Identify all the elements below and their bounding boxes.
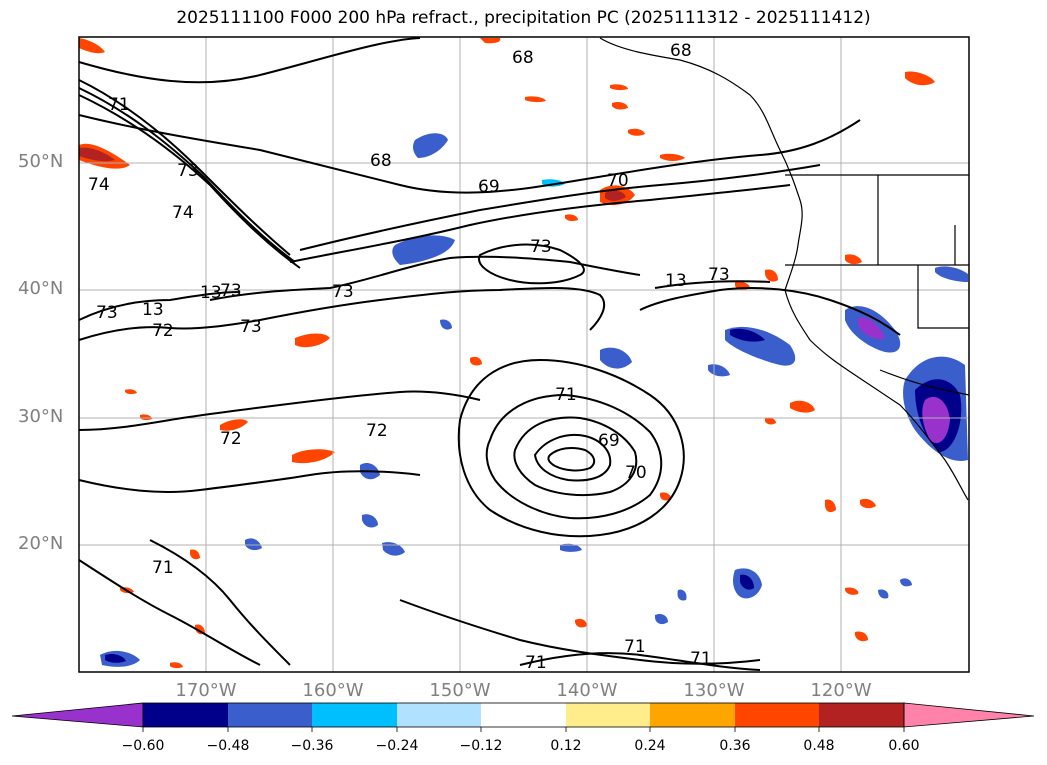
contour-label: 69 [478, 177, 500, 197]
map-frame [78, 36, 970, 673]
contour-label: 73 [240, 317, 262, 337]
lon-label: 150°W [429, 680, 491, 701]
contour-label: 71 [555, 385, 577, 405]
colorbar-tick-label: 0.48 [803, 738, 835, 754]
map-title: 2025111100 F000 200 hPa refract., precip… [176, 8, 871, 28]
refractivity-contours [78, 37, 901, 671]
colorbar-bin [735, 703, 819, 727]
contour-label: 72 [366, 421, 388, 441]
colorbar-bin [312, 703, 397, 727]
lon-label: 120°W [810, 680, 872, 701]
colorbar-tick-label: −0.60 [121, 738, 165, 754]
graticule [79, 37, 969, 672]
colorbar-bin [228, 703, 312, 727]
contour-label: 71 [152, 558, 174, 578]
coastlines [599, 37, 970, 501]
contour-label: 71 [525, 653, 547, 673]
lon-label: 140°W [556, 680, 618, 701]
lat-label: 20°N [18, 533, 64, 554]
contour-label: 71 [108, 95, 130, 115]
colorbar-tick-label: 0.60 [888, 738, 920, 754]
lat-label: 30°N [18, 406, 64, 427]
colorbar-bin [481, 703, 566, 727]
contour-label: 71 [690, 649, 712, 669]
lon-label: 170°W [175, 680, 237, 701]
colorbar-tick-label: −0.24 [375, 738, 419, 754]
contour-label: 73 [708, 265, 730, 285]
contour-label: 13 [665, 271, 687, 291]
contour-label: 13 [142, 300, 164, 320]
contour-label: 68 [670, 41, 692, 61]
contour-label: 13 [200, 283, 222, 303]
contour-label: 73 [96, 303, 118, 323]
contour-label: 69 [598, 431, 620, 451]
colorbar-tick-label: 0.12 [550, 738, 582, 754]
colorbar-high-extend [903, 702, 1035, 728]
lat-label: 50°N [18, 151, 64, 172]
contour-label: 73 [332, 282, 354, 302]
colorbar-tick-label: −0.48 [206, 738, 250, 754]
lon-label: 160°W [302, 680, 364, 701]
contour-label: 72 [220, 429, 242, 449]
contour-label: 72 [152, 321, 174, 341]
lat-label: 40°N [18, 278, 64, 299]
colorbar [11, 702, 1035, 732]
contour-label: 73 [530, 237, 552, 257]
map-background [79, 37, 969, 672]
contour-label: 71 [624, 637, 646, 657]
contour-labels: 68 68 68 69 70 71 73 74 73 74 73 13 73 7… [88, 41, 730, 673]
contour-label: 74 [172, 203, 194, 223]
contour-label: 73 [220, 281, 242, 301]
colorbar-bin [819, 703, 904, 727]
colorbar-bin [143, 703, 228, 727]
colorbar-bin [397, 703, 481, 727]
contour-label: 70 [607, 171, 629, 191]
contour-label: 68 [370, 151, 392, 171]
colorbar-tick-label: 0.24 [634, 738, 666, 754]
colorbar-bin [650, 703, 735, 727]
colorbar-tick-label: 0.36 [719, 738, 751, 754]
colorbar-tick-label: −0.36 [290, 738, 334, 754]
contour-label: 74 [88, 175, 110, 195]
contour-label: 68 [512, 48, 534, 68]
lon-label: 130°W [683, 680, 745, 701]
colorbar-low-extend [11, 702, 144, 728]
contour-label: 70 [625, 463, 647, 483]
contour-label: 73 [177, 161, 199, 181]
colorbar-bin [566, 703, 650, 727]
colorbar-tick-label: −0.12 [459, 738, 503, 754]
